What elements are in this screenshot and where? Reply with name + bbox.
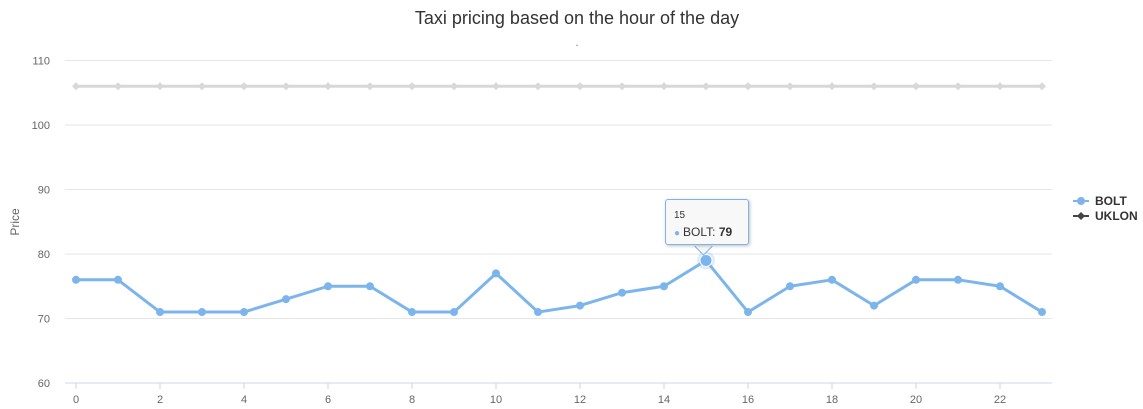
data-point[interactable] xyxy=(492,269,500,278)
data-point[interactable] xyxy=(996,82,1004,91)
hover-point[interactable] xyxy=(699,253,713,267)
data-point[interactable] xyxy=(366,282,374,291)
data-point[interactable] xyxy=(870,82,878,91)
x-tick-label: 18 xyxy=(826,394,838,406)
data-point[interactable] xyxy=(786,82,794,91)
x-tick-label: 14 xyxy=(658,394,670,406)
legend-marker xyxy=(1077,197,1085,205)
data-point[interactable] xyxy=(324,82,332,91)
data-point[interactable] xyxy=(198,82,206,91)
x-tick-label: 16 xyxy=(742,394,754,406)
x-tick-label: 2 xyxy=(157,394,163,406)
tooltip: 15 ● BOLT: 79 xyxy=(665,199,749,245)
y-tick-label: 110 xyxy=(32,56,50,68)
tooltip-series-dot: ● xyxy=(674,228,681,239)
data-point[interactable] xyxy=(240,82,248,91)
data-point[interactable] xyxy=(1038,82,1046,91)
data-point[interactable] xyxy=(156,82,164,91)
data-point[interactable] xyxy=(240,308,248,317)
data-point[interactable] xyxy=(912,82,920,91)
y-tick-label: 100 xyxy=(32,120,50,132)
chart-title: Taxi pricing based on the hour of the da… xyxy=(415,8,739,28)
data-point[interactable] xyxy=(408,308,416,317)
data-point[interactable] xyxy=(618,288,626,297)
series-bolt[interactable] xyxy=(72,256,1046,317)
data-point[interactable] xyxy=(534,82,542,91)
data-point[interactable] xyxy=(72,82,80,91)
data-point[interactable] xyxy=(492,82,500,91)
data-point[interactable] xyxy=(576,301,584,310)
data-point[interactable] xyxy=(450,308,458,317)
x-tick-label: 6 xyxy=(325,394,331,406)
data-point[interactable] xyxy=(618,82,626,91)
data-point[interactable] xyxy=(282,295,290,304)
tooltip-series-name: BOLT xyxy=(683,225,713,239)
data-point[interactable] xyxy=(324,282,332,291)
x-axis-ticks: 0 2 4 6 8 10 12 14 16 18 20 22 xyxy=(73,383,1006,406)
data-point[interactable] xyxy=(912,275,920,284)
legend-item-bolt[interactable]: BOLT xyxy=(1073,194,1127,208)
data-point[interactable] xyxy=(744,308,752,317)
tooltip-x-value: 15 xyxy=(674,210,686,221)
data-point[interactable] xyxy=(744,82,752,91)
series-uklon[interactable] xyxy=(72,82,1046,91)
data-point[interactable] xyxy=(702,82,710,91)
series-line xyxy=(74,258,1044,314)
x-tick-label: 4 xyxy=(241,394,247,406)
data-point[interactable] xyxy=(660,282,668,291)
x-tick-label: 8 xyxy=(409,394,415,406)
data-point[interactable] xyxy=(408,82,416,91)
data-point[interactable] xyxy=(870,301,878,310)
y-axis-label: Price xyxy=(8,208,22,236)
x-tick-label: 0 xyxy=(73,394,79,406)
tooltip-value: 79 xyxy=(718,225,733,239)
y-axis-ticks: 60 70 80 90 100 110 xyxy=(32,56,50,391)
chart-subtitle: . xyxy=(575,37,578,49)
data-point[interactable] xyxy=(660,82,668,91)
data-point[interactable] xyxy=(114,82,122,91)
data-point[interactable] xyxy=(954,275,962,284)
data-point[interactable] xyxy=(114,275,122,284)
legend-label: BOLT xyxy=(1095,194,1127,208)
data-point[interactable] xyxy=(1038,308,1046,317)
data-point[interactable] xyxy=(828,275,836,284)
data-point[interactable] xyxy=(156,308,164,317)
data-point[interactable] xyxy=(366,82,374,91)
grid-lines xyxy=(65,60,1052,319)
legend-marker xyxy=(1077,212,1085,220)
data-point[interactable] xyxy=(72,275,80,284)
x-tick-label: 20 xyxy=(910,394,922,406)
data-point[interactable] xyxy=(828,82,836,91)
x-tick-label: 22 xyxy=(994,394,1006,406)
y-tick-label: 70 xyxy=(38,314,50,326)
y-tick-label: 80 xyxy=(38,249,50,261)
y-tick-label: 90 xyxy=(38,185,50,197)
x-tick-label: 12 xyxy=(574,394,586,406)
data-point[interactable] xyxy=(786,282,794,291)
legend-label: UKLON xyxy=(1095,209,1138,223)
y-tick-label: 60 xyxy=(38,378,50,390)
series-group xyxy=(72,82,1046,317)
data-point[interactable] xyxy=(576,82,584,91)
data-point[interactable] xyxy=(954,82,962,91)
data-point[interactable] xyxy=(198,308,206,317)
x-tick-label: 10 xyxy=(490,394,502,406)
data-point[interactable] xyxy=(996,282,1004,291)
legend-item-uklon[interactable]: UKLON xyxy=(1073,209,1138,223)
tooltip-row: ● BOLT: 79 xyxy=(674,225,733,239)
data-point[interactable] xyxy=(534,308,542,317)
data-point[interactable] xyxy=(282,82,290,91)
data-point[interactable] xyxy=(450,82,458,91)
